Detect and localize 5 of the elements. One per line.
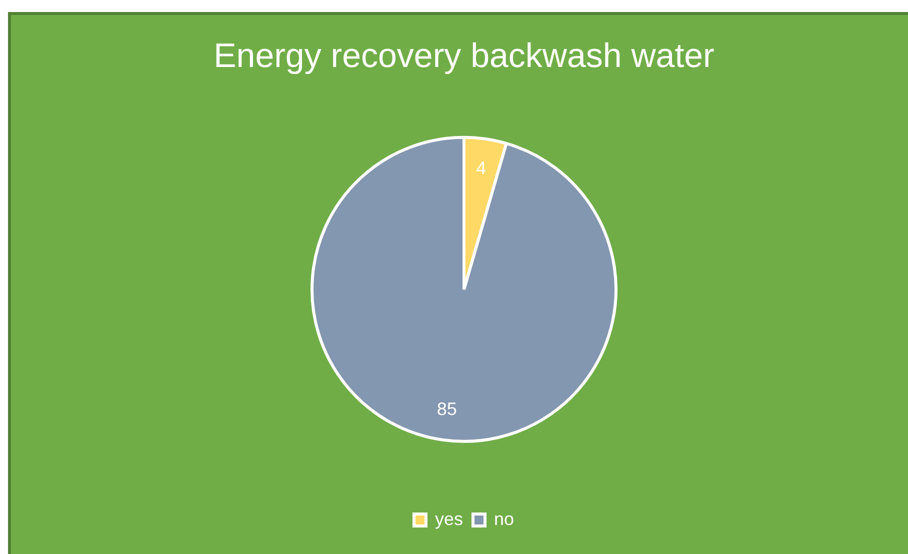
legend-label: yes [434, 508, 463, 529]
legend-label: no [494, 508, 514, 529]
chart-title: Energy recovery backwash water [214, 36, 714, 75]
data-label: 4 [476, 158, 486, 178]
data-label: 85 [436, 398, 457, 419]
